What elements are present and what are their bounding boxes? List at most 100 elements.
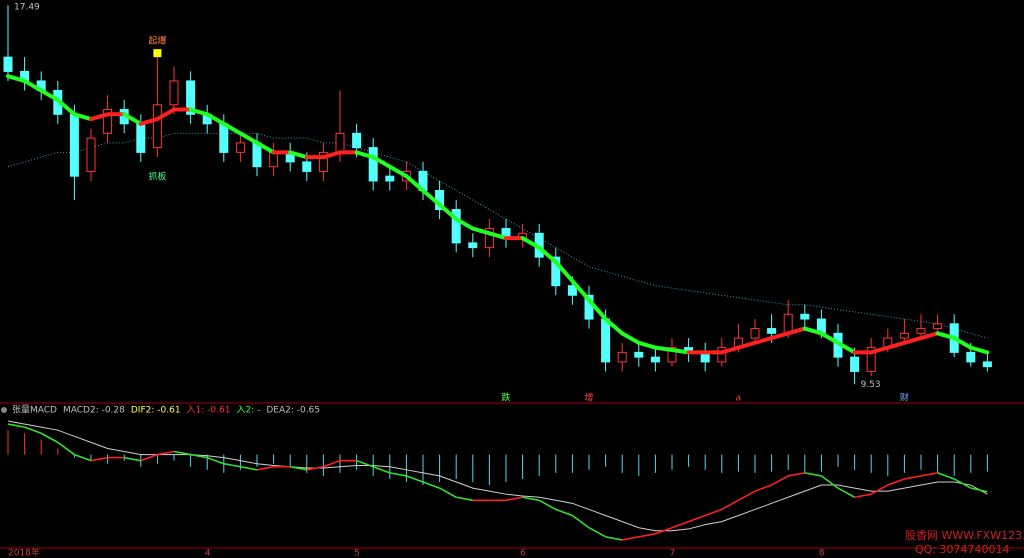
candle-body	[750, 328, 760, 339]
fast-ma-segment	[786, 326, 807, 336]
fast-ma-segment	[387, 164, 409, 179]
fast-ma-segment	[155, 107, 176, 122]
dif-segment	[422, 481, 440, 489]
dif-segment	[190, 453, 208, 459]
fast-ma-segment	[487, 231, 508, 241]
candle-body	[219, 123, 229, 153]
x-tick-label: 8	[819, 549, 825, 558]
dif-segment	[223, 462, 241, 468]
fast-ma-segment	[968, 345, 990, 355]
x-tick-label: 4	[205, 549, 211, 558]
dif-segment	[588, 527, 606, 538]
dif-segment	[306, 465, 324, 471]
indicator-header: 入2: -	[236, 405, 260, 416]
dif-segment	[638, 533, 656, 538]
signal-box	[153, 49, 162, 58]
fast-ma-segment	[537, 245, 558, 264]
dif-segment	[372, 466, 391, 474]
fast-ma-segment	[919, 331, 940, 341]
fast-ma-segment	[55, 98, 77, 117]
candle-body	[451, 209, 461, 244]
candle-body	[484, 228, 494, 249]
indicator-icon	[1, 407, 7, 413]
dif-segment	[854, 493, 872, 499]
max-price-label: 17.49	[14, 3, 40, 13]
indicator-header: MACD2: -0.28	[63, 406, 125, 416]
indicator-header: 入1: -0.61	[187, 405, 231, 416]
dif-segment	[970, 487, 988, 493]
fast-ma-segment	[221, 121, 243, 136]
candle-body	[667, 347, 677, 363]
candle-body	[335, 132, 345, 153]
dif-segment	[40, 432, 59, 444]
indicator-header: DIF2: -0.61	[131, 406, 181, 416]
candle-body	[385, 175, 395, 182]
dif-segment	[837, 487, 855, 498]
fast-ma-segment	[736, 340, 757, 350]
dif-segment	[655, 526, 673, 535]
dif-segment	[7, 423, 25, 428]
dif-segment	[571, 514, 590, 529]
candle-body	[617, 351, 627, 363]
candle-body	[601, 318, 611, 363]
fast-ma-segment	[437, 202, 459, 222]
dif-segment	[157, 450, 175, 456]
fast-ma-segment	[421, 188, 442, 207]
candle-body	[3, 56, 13, 72]
candle-body	[368, 147, 378, 182]
candle-body	[899, 332, 909, 339]
dif-segment	[870, 484, 889, 495]
candle-body	[186, 80, 196, 115]
dif-segment	[605, 536, 623, 541]
candle-body	[352, 132, 362, 149]
fast-ma-segment	[255, 140, 276, 155]
fast-ma-segment	[72, 112, 93, 122]
fast-ma-segment	[636, 340, 658, 350]
fast-ma-segment	[553, 259, 575, 283]
x-tick-label: 7	[670, 549, 676, 558]
dif-segment	[206, 456, 225, 465]
x-tick-label: 6	[520, 549, 526, 558]
fast-ma-segment	[454, 217, 475, 231]
dif-segment	[555, 508, 573, 517]
bottom-marker: 跌	[501, 393, 510, 404]
candle-body	[800, 313, 810, 320]
fast-ma-segment	[653, 345, 674, 352]
candle-body	[152, 104, 162, 149]
fast-ma-segment	[869, 345, 890, 355]
candle-body	[982, 361, 992, 368]
dif-segment	[688, 514, 706, 523]
indicator-header: DEA2: -0.65	[266, 406, 320, 416]
bottom-marker: a	[736, 394, 742, 404]
candle-body	[567, 285, 577, 296]
dif-segment	[904, 475, 922, 480]
candle-body	[86, 137, 96, 172]
dif-segment	[771, 475, 789, 486]
fast-ma-segment	[6, 74, 27, 83]
candle-body	[103, 109, 113, 134]
fast-ma-segment	[935, 331, 957, 341]
candle-body	[650, 356, 660, 363]
dif-segment	[721, 499, 739, 511]
dif-segment	[622, 536, 639, 541]
dif-segment	[788, 472, 805, 477]
candle-body	[767, 328, 777, 334]
dif-segment	[57, 441, 75, 456]
dif-segment	[920, 472, 938, 477]
fast-ma-segment	[802, 326, 824, 336]
fast-ma-segment	[769, 331, 791, 341]
signal-annotation: 起爆	[148, 35, 166, 47]
candle-body	[468, 242, 478, 249]
fast-ma-segment	[819, 331, 840, 345]
fast-ma-segment	[404, 174, 425, 193]
fast-ma-segment	[719, 345, 741, 355]
dif-segment	[804, 472, 822, 477]
dif-segment	[74, 453, 92, 462]
x-tick-label: 2018年	[8, 547, 40, 558]
dif-segment	[887, 478, 905, 486]
dif-segment	[173, 450, 191, 456]
fast-ma-segment	[836, 340, 857, 355]
dif-segment	[323, 459, 341, 468]
fast-ma-segment	[587, 298, 608, 322]
